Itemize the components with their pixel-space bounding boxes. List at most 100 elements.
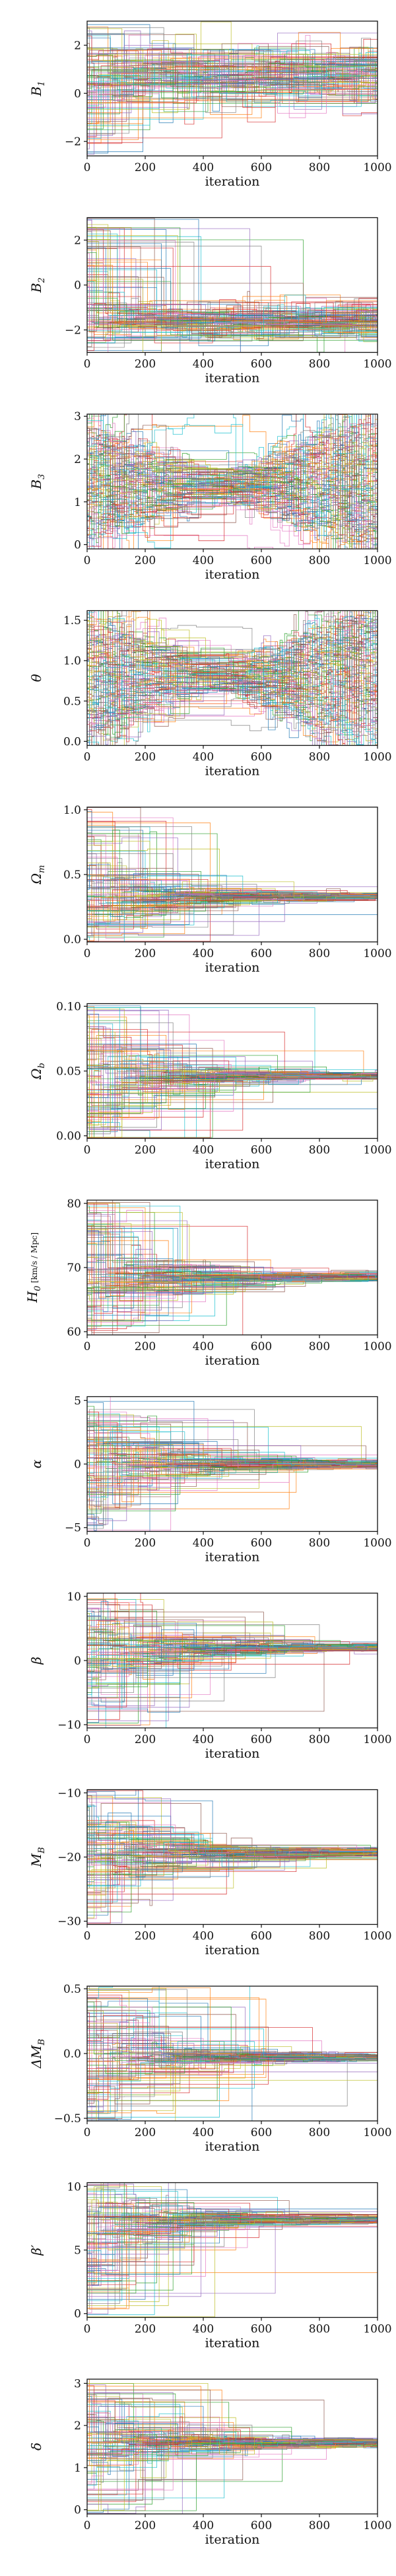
- walker-trace: [87, 1645, 378, 1726]
- walker-trace: [87, 1835, 378, 1859]
- y-axis-label: δ: [28, 2443, 44, 2451]
- walker-trace: [87, 1431, 378, 1498]
- y-tick-label: 2: [74, 2419, 81, 2433]
- walker-trace: [87, 862, 378, 913]
- walker-trace: [87, 21, 378, 96]
- walker-trace: [87, 246, 378, 338]
- walker-trace: [87, 1011, 378, 1083]
- walker-trace: [87, 296, 378, 327]
- walker-trace: [87, 610, 378, 725]
- walker-trace: [87, 832, 378, 935]
- x-axis-label: iteration: [205, 2139, 260, 2154]
- x-tick-label: 1000: [363, 358, 391, 371]
- x-tick-label: 0: [84, 1537, 91, 1550]
- walker-trace: [87, 414, 378, 549]
- y-tick-label: 2: [74, 234, 81, 248]
- y-axis-label: β: [28, 1657, 44, 1665]
- walker-trace: [87, 2182, 378, 2245]
- y-tick-label: 70: [67, 1262, 81, 1275]
- x-tick-label: 200: [135, 1340, 156, 1353]
- x-tick-label: 1000: [363, 2519, 391, 2532]
- walker-trace: [87, 419, 378, 499]
- walker-trace: [87, 875, 378, 929]
- walker-trace: [87, 1448, 378, 1486]
- y-tick-label: 1: [74, 496, 81, 509]
- x-axis-label: iteration: [205, 2532, 260, 2547]
- walker-trace: [87, 437, 378, 549]
- walker-trace: [87, 1443, 378, 1526]
- walker-trace: [87, 279, 378, 353]
- walker-trace: [87, 2200, 378, 2222]
- walker-trace: [87, 243, 378, 328]
- y-axis-label: B1: [28, 81, 47, 97]
- walker-trace: [87, 2217, 378, 2249]
- walker-trace: [87, 2032, 378, 2064]
- x-axis-label: iteration: [205, 174, 260, 189]
- walker-trace: [87, 1257, 378, 1295]
- walker-trace: [87, 2022, 378, 2063]
- walker-trace: [87, 1071, 378, 1137]
- walker-trace: [87, 52, 378, 139]
- y-axis-label: ΔMB: [28, 2039, 47, 2069]
- walker-trace: [87, 48, 378, 113]
- x-tick-label: 800: [309, 1144, 330, 1157]
- walker-trace: [87, 430, 378, 549]
- walker-trace: [87, 2022, 378, 2081]
- walker-traces: [87, 2182, 378, 2317]
- walker-trace: [87, 414, 378, 537]
- walker-trace: [87, 414, 378, 539]
- walker-trace: [87, 1026, 378, 1079]
- walker-trace: [87, 248, 378, 341]
- walker-trace: [87, 1275, 378, 1291]
- x-axis-label: iteration: [205, 764, 260, 779]
- x-tick-label: 600: [251, 1537, 272, 1550]
- y-tick-label: 1: [74, 2462, 81, 2475]
- walker-trace: [87, 2217, 378, 2277]
- walker-trace: [87, 618, 378, 746]
- x-tick-label: 1000: [363, 2323, 391, 2336]
- x-tick-label: 1000: [363, 1144, 391, 1157]
- y-tick-label: 3: [74, 2377, 81, 2390]
- y-tick-label: 1.5: [63, 614, 81, 627]
- trace-panel-5: 0 200 400 600 800 1000 iteration 0.0 0.5 1.0 Ωm: [28, 804, 392, 975]
- x-axis-label: iteration: [205, 1157, 260, 1172]
- walker-trace: [87, 875, 378, 912]
- x-tick-label: 200: [135, 1930, 156, 1943]
- walker-traces: [87, 218, 378, 353]
- y-tick-label: −10: [57, 1787, 81, 1800]
- walker-trace: [87, 1430, 378, 1478]
- walker-trace: [87, 1050, 378, 1075]
- x-tick-label: 800: [309, 2323, 330, 2336]
- walker-trace: [87, 1826, 378, 1856]
- x-tick-label: 400: [193, 2519, 214, 2532]
- walker-trace: [87, 53, 378, 98]
- walker-trace: [87, 888, 378, 907]
- walker-trace: [87, 2431, 378, 2486]
- walker-trace: [87, 1427, 378, 1497]
- x-tick-label: 1000: [363, 161, 391, 174]
- y-tick-label: −0.5: [54, 2112, 81, 2126]
- x-axis-label: iteration: [205, 1943, 260, 1958]
- walker-trace: [87, 2018, 378, 2114]
- trace-panel-7: 0 200 400 600 800 1000 iteration 60 70 80 H0[km/s …: [24, 1198, 392, 1368]
- walker-trace: [87, 1029, 378, 1124]
- y-tick-label: 0.0: [63, 735, 81, 748]
- x-tick-label: 600: [251, 358, 272, 371]
- walker-trace: [87, 2398, 378, 2441]
- walker-trace: [87, 313, 378, 348]
- trace-panel-12: 0 200 400 600 800 1000 iteration 0 5 10 β′: [28, 2180, 392, 2350]
- walker-trace: [87, 1649, 378, 1665]
- walker-trace: [87, 414, 378, 529]
- x-tick-label: 400: [193, 2126, 214, 2139]
- y-axis-label: Ωb: [28, 1063, 47, 1080]
- x-tick-label: 0: [84, 358, 91, 371]
- x-tick-label: 200: [135, 2323, 156, 2336]
- y-tick-label: 0: [74, 279, 81, 293]
- x-tick-label: 0: [84, 161, 91, 174]
- walker-trace: [87, 888, 378, 908]
- walker-trace: [87, 55, 378, 100]
- x-tick-label: 1000: [363, 1340, 391, 1353]
- walker-trace: [87, 1624, 378, 1647]
